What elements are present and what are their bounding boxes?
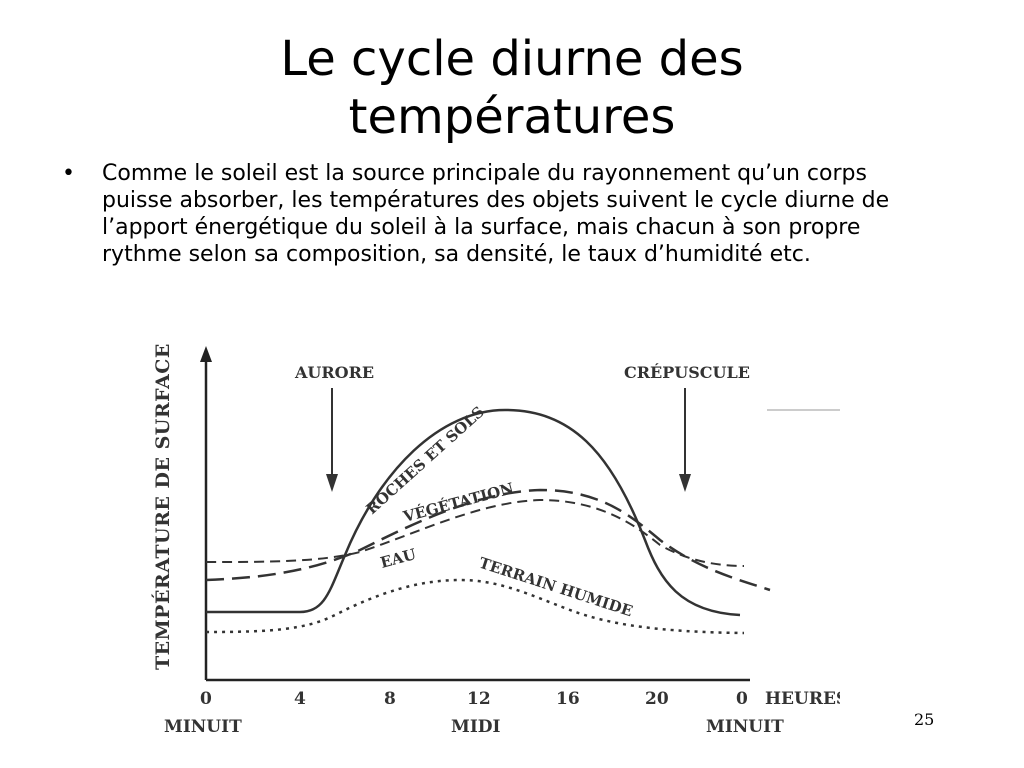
title-line-2: températures — [348, 89, 676, 145]
x-tick-20: 20 — [645, 689, 669, 709]
annotation-crepuscule: CRÉPUSCULE — [624, 362, 750, 382]
bullet-marker: • — [62, 161, 75, 186]
series-vegetation — [205, 488, 771, 592]
series-eau — [205, 498, 745, 567]
x-sublabel-midi: MIDI — [451, 717, 501, 737]
temperature-cycle-chart: TEMPÉRATURE DE SURFACE 0 4 8 12 16 20 0 … — [151, 343, 840, 737]
x-sublabel-minuit-start: MINUIT — [164, 717, 242, 737]
x-tick-4: 4 — [294, 689, 306, 709]
label-vegetation: VÉGÉTATION — [400, 479, 515, 526]
x-sublabel-minuit-end: MINUIT — [706, 717, 784, 737]
x-tick-labels: 0 4 8 12 16 20 0 — [200, 689, 748, 709]
bullet-item: • Comme le soleil est la source principa… — [62, 160, 942, 268]
x-tick-12: 12 — [467, 689, 491, 709]
title-line-1: Le cycle diurne des — [280, 31, 744, 87]
x-tick-16: 16 — [556, 689, 580, 709]
y-axis-label: TEMPÉRATURE DE SURFACE — [151, 343, 174, 670]
series-roches-et-sols — [206, 408, 741, 617]
slide-title: Le cycle diurne des températures — [0, 30, 1024, 146]
page-number: 25 — [914, 710, 935, 729]
x-axis-label: HEURES — [765, 689, 840, 709]
annotation-aurore: AURORE — [294, 363, 374, 382]
arrow-crepuscule-head — [679, 474, 691, 492]
series-terrain-humide — [205, 578, 745, 635]
temperature-cycle-figure: TEMPÉRATURE DE SURFACE 0 4 8 12 16 20 0 … — [140, 340, 840, 740]
y-axis-arrow — [200, 346, 212, 362]
x-tick-0: 0 — [200, 689, 212, 709]
bullet-list: • Comme le soleil est la source principa… — [62, 160, 942, 268]
x-tick-8: 8 — [384, 689, 396, 709]
x-tick-24: 0 — [736, 689, 748, 709]
bullet-text: Comme le soleil est la source principale… — [102, 161, 890, 267]
label-terrain-humide: TERRAIN HUMIDE — [477, 554, 635, 621]
label-eau: EAU — [378, 545, 418, 572]
arrow-aurore-head — [326, 474, 338, 492]
